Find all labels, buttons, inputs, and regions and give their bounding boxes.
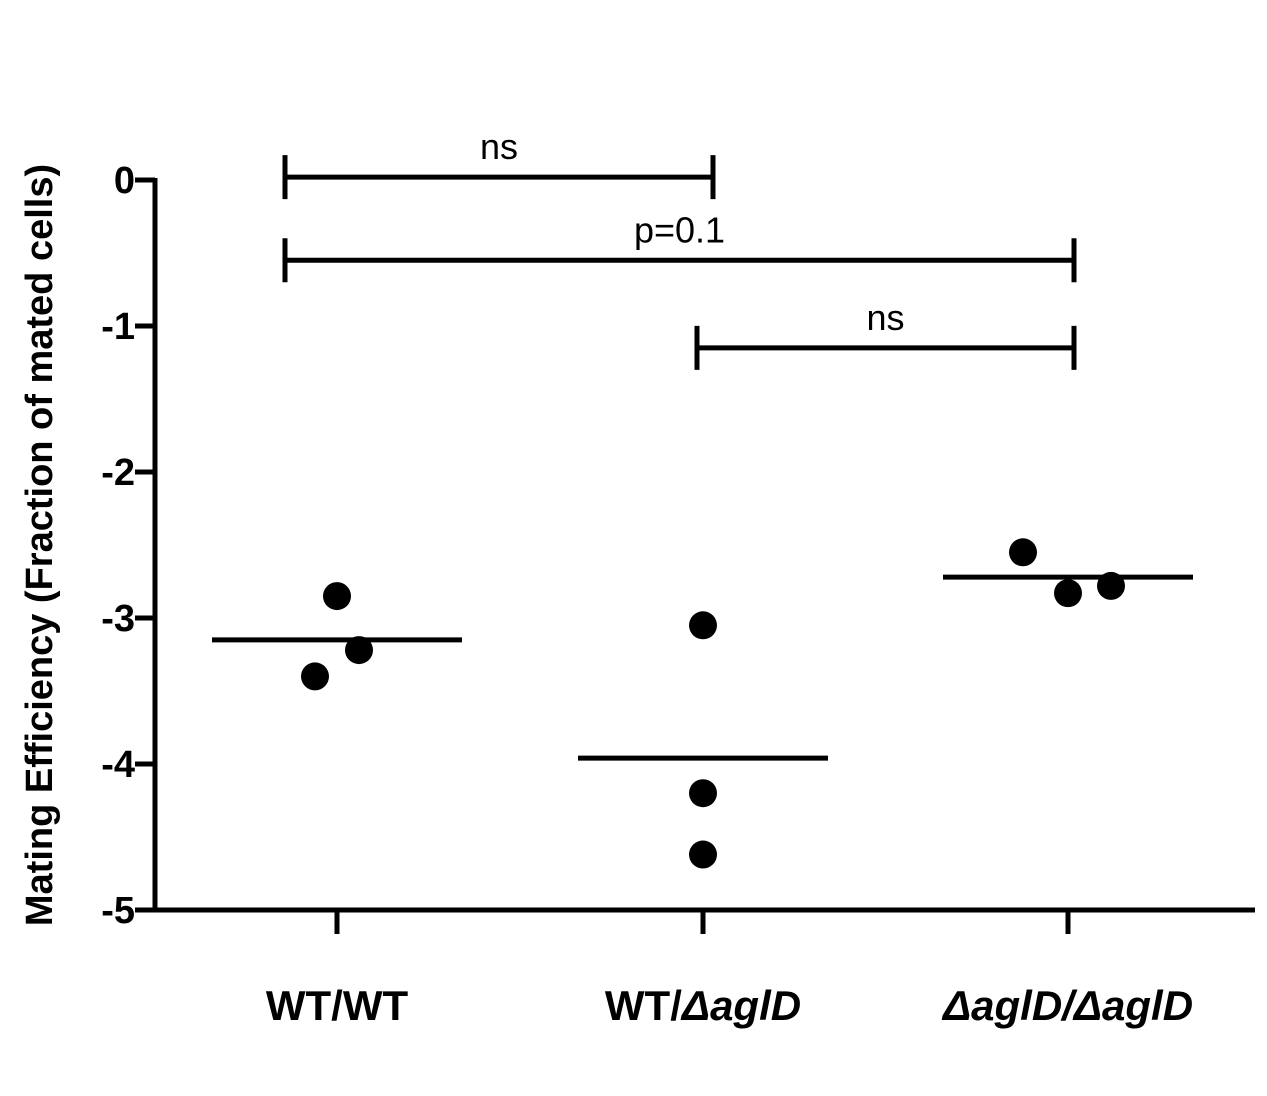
y-tick-label: -5: [101, 890, 135, 932]
x-categories: WT/WT WT/ΔaglD ΔaglD/ΔaglD: [266, 910, 1193, 1029]
significance-brackets: ns p=0.1 ns: [282, 126, 1077, 370]
data-point: [323, 582, 351, 611]
y-tick-label: 0: [114, 160, 135, 202]
x-category-label: WT/ΔaglD: [605, 982, 801, 1029]
mean-lines: [212, 574, 1193, 761]
y-tick-label: -4: [101, 744, 135, 786]
data-point: [689, 611, 717, 640]
y-axis-label: Mating Efficiency (Fraction of mated cel…: [19, 164, 61, 926]
x-category-text: WT/WT: [266, 982, 409, 1029]
data-point: [1097, 571, 1125, 600]
y-ticks: 0 -1 -2 -3 -4 -5: [101, 160, 155, 932]
data-point: [1009, 538, 1037, 567]
significance-label: p=0.1: [634, 209, 725, 250]
x-category-prefix: WT/: [605, 982, 682, 1029]
data-points: [301, 538, 1125, 869]
data-point: [689, 779, 717, 808]
data-point: [1054, 579, 1082, 608]
x-category-text: ΔaglD/ΔaglD: [941, 982, 1193, 1029]
x-category-label: WT/WT: [266, 982, 409, 1029]
y-tick-label: -2: [101, 452, 135, 494]
x-category-text: ΔaglD: [680, 982, 801, 1029]
significance-label: ns: [866, 297, 904, 338]
significance-label: ns: [480, 126, 518, 167]
x-category-label: ΔaglD/ΔaglD: [941, 982, 1193, 1029]
data-point: [345, 636, 373, 665]
y-tick-label: -1: [101, 306, 135, 348]
data-point: [301, 662, 329, 691]
data-point: [689, 840, 717, 869]
y-tick-label: -3: [101, 598, 135, 640]
